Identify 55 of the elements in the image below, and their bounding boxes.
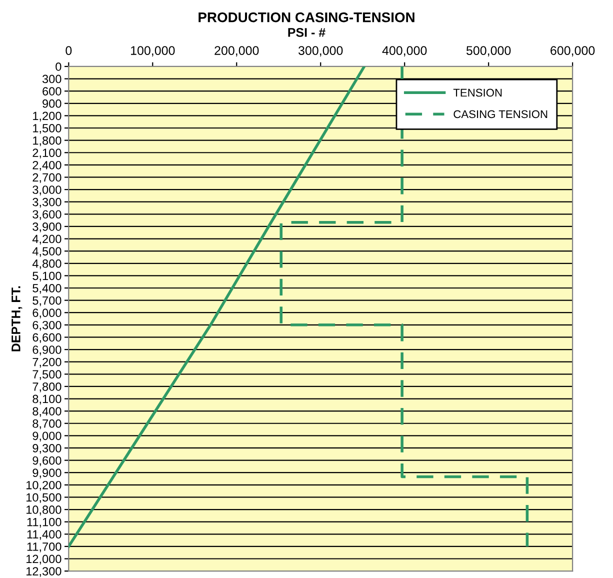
y-tick-label: 2,700 [32, 173, 62, 184]
y-tick-label: 900 [42, 99, 62, 108]
y-tick-label: 5,700 [32, 296, 62, 306]
y-tick-label: 7,500 [32, 370, 62, 380]
y-tick-label: 4,500 [32, 247, 62, 257]
x-tick-label: 600,000 [550, 46, 595, 56]
y-tick-label: 1,800 [33, 136, 62, 146]
y-tick-label: 6,000 [32, 308, 62, 318]
y-tick-label: 8,400 [32, 407, 62, 417]
y-tick-label: 8,700 [32, 419, 62, 430]
y-axis-title: DEPTH, FT. [12, 286, 22, 352]
y-tick-label: 2,400 [32, 160, 62, 171]
y-tick-label: 300 [42, 74, 62, 84]
y-tick-label: 6,900 [32, 346, 62, 356]
y-tick-label: 7,800 [32, 382, 62, 392]
legend-label: TENSION [453, 88, 502, 97]
y-tick-label: 4,800 [32, 259, 62, 270]
y-tick-label: 3,600 [32, 210, 62, 220]
y-tick-label: 9,900 [32, 468, 62, 478]
chart-subtitle: PSI - # [288, 28, 326, 37]
x-tick-label: 100,000 [131, 46, 175, 56]
y-tick-label: 8,100 [32, 394, 62, 405]
y-tick-label: 4,200 [32, 234, 62, 245]
y-tick-label: 6,300 [32, 320, 62, 331]
y-tick-label: 5,100 [32, 272, 62, 282]
y-tick-label: 1,500 [33, 124, 62, 134]
y-tick-label: 600 [42, 87, 62, 96]
line-series [68, 66, 366, 548]
y-tick-label: 11,100 [27, 518, 62, 528]
y-tick-label: 10,500 [26, 493, 62, 504]
y-tick-label: 5,400 [32, 284, 62, 294]
y-tick-label: 12,300 [26, 567, 62, 577]
y-tick-label: 3,300 [32, 198, 62, 208]
y-tick-label: 0 [56, 62, 62, 71]
y-tick-label: 10,200 [26, 480, 62, 491]
x-tick-label: 300,000 [298, 46, 343, 56]
y-tick-label: 11,700 [27, 542, 62, 552]
x-tick-label: 0 [66, 46, 72, 55]
x-tick-label: 400,000 [382, 46, 427, 56]
y-tick-label: 2,100 [32, 148, 62, 158]
y-tick-label: 3,000 [32, 186, 62, 196]
y-tick-label: 11,400 [27, 530, 62, 540]
y-tick-label: 9,300 [32, 444, 62, 454]
y-tick-label: 7,200 [32, 358, 62, 368]
y-tick-label: 10,800 [26, 506, 62, 516]
legend-label: CASING TENSION [454, 110, 548, 118]
y-tick-label: 9,000 [32, 432, 62, 442]
y-tick-label: 1,200 [33, 112, 62, 122]
y-tick-label: 6,600 [32, 333, 62, 344]
y-tick-label: 3,900 [32, 222, 62, 232]
chart-title: PRODUCTION CASING-TENSION [198, 12, 414, 22]
x-tick-label: 500,000 [466, 46, 511, 56]
x-tick-label: 200,000 [214, 46, 259, 56]
y-tick-label: 12,000 [26, 554, 62, 565]
y-tick-label: 9,600 [32, 456, 62, 466]
